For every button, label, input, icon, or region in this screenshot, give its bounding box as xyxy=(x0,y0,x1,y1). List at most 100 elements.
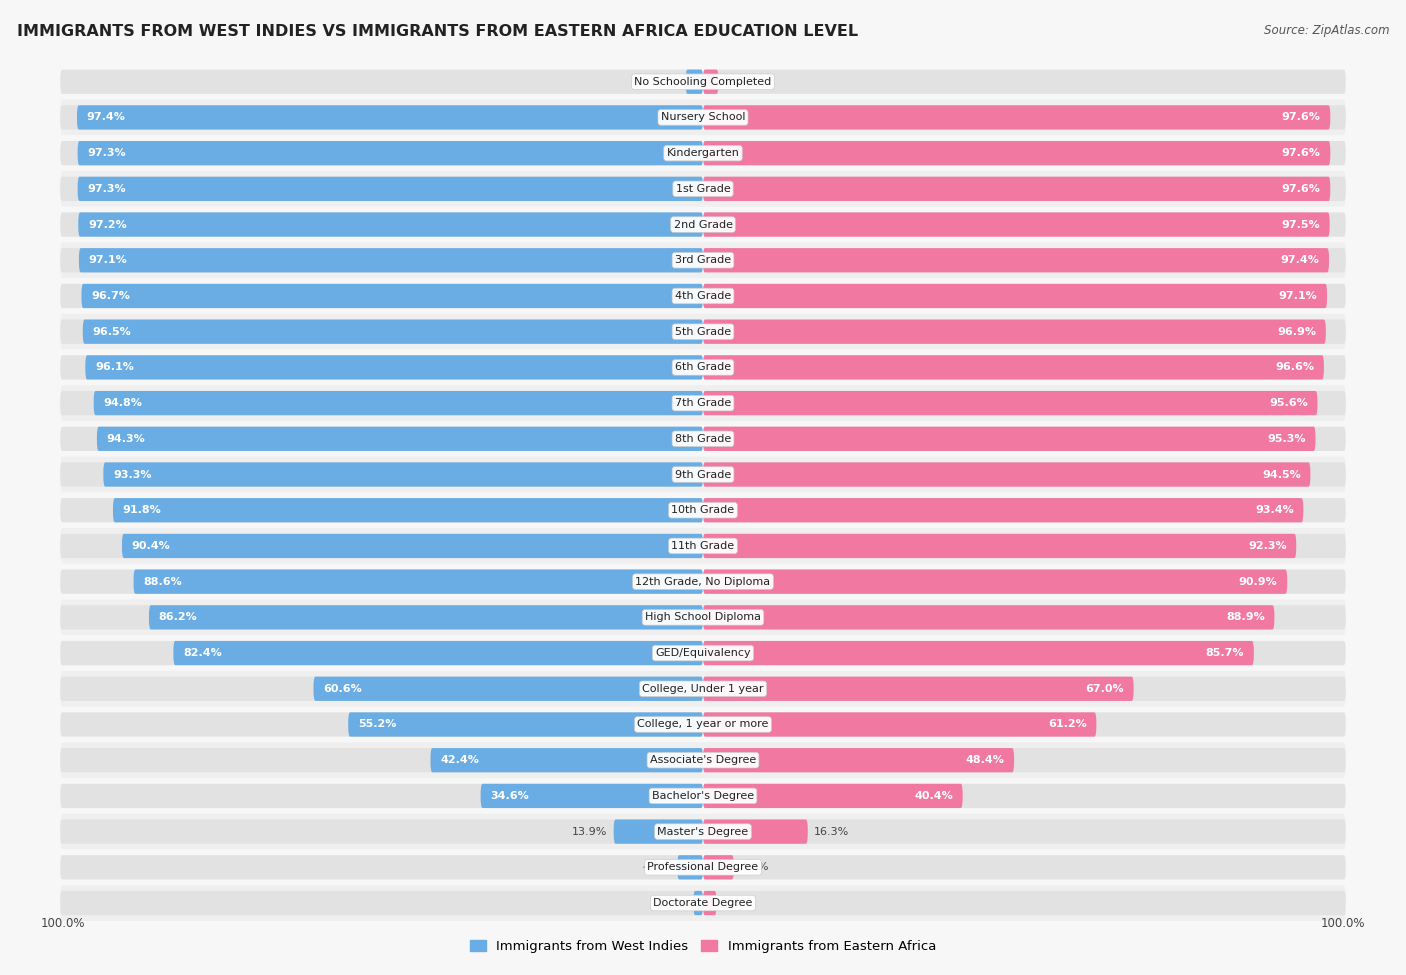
FancyBboxPatch shape xyxy=(60,314,1346,349)
Text: 86.2%: 86.2% xyxy=(159,612,197,622)
Text: Doctorate Degree: Doctorate Degree xyxy=(654,898,752,908)
FancyBboxPatch shape xyxy=(79,248,703,272)
FancyBboxPatch shape xyxy=(703,320,1346,344)
FancyBboxPatch shape xyxy=(703,713,1346,737)
Text: 100.0%: 100.0% xyxy=(1320,917,1365,930)
FancyBboxPatch shape xyxy=(103,462,703,487)
FancyBboxPatch shape xyxy=(60,885,1346,921)
FancyBboxPatch shape xyxy=(693,891,703,916)
FancyBboxPatch shape xyxy=(703,641,1346,665)
FancyBboxPatch shape xyxy=(703,891,717,916)
FancyBboxPatch shape xyxy=(703,462,1310,487)
Text: 100.0%: 100.0% xyxy=(41,917,86,930)
Text: 96.1%: 96.1% xyxy=(96,363,134,372)
FancyBboxPatch shape xyxy=(703,391,1346,415)
Text: Bachelor's Degree: Bachelor's Degree xyxy=(652,791,754,800)
FancyBboxPatch shape xyxy=(703,320,1326,344)
Text: 90.4%: 90.4% xyxy=(132,541,170,551)
Text: 97.6%: 97.6% xyxy=(1282,184,1320,194)
Text: Nursery School: Nursery School xyxy=(661,112,745,123)
FancyBboxPatch shape xyxy=(703,677,1133,701)
FancyBboxPatch shape xyxy=(60,385,1346,421)
FancyBboxPatch shape xyxy=(703,855,734,879)
Text: 93.4%: 93.4% xyxy=(1256,505,1294,515)
Text: 4.0%: 4.0% xyxy=(643,862,671,873)
Text: 55.2%: 55.2% xyxy=(359,720,396,729)
FancyBboxPatch shape xyxy=(60,421,1346,456)
FancyBboxPatch shape xyxy=(77,141,703,166)
FancyBboxPatch shape xyxy=(60,141,703,166)
FancyBboxPatch shape xyxy=(60,136,1346,171)
FancyBboxPatch shape xyxy=(430,748,703,772)
FancyBboxPatch shape xyxy=(60,891,703,916)
FancyBboxPatch shape xyxy=(703,855,1346,879)
Text: 4.8%: 4.8% xyxy=(741,862,769,873)
FancyBboxPatch shape xyxy=(703,105,1346,130)
Text: College, 1 year or more: College, 1 year or more xyxy=(637,720,769,729)
FancyBboxPatch shape xyxy=(613,819,703,843)
Text: 93.3%: 93.3% xyxy=(112,470,152,480)
FancyBboxPatch shape xyxy=(60,99,1346,136)
Text: 97.5%: 97.5% xyxy=(1281,219,1320,229)
Text: 2.1%: 2.1% xyxy=(723,898,751,908)
Text: 95.6%: 95.6% xyxy=(1270,398,1308,409)
Text: 16.3%: 16.3% xyxy=(814,827,849,837)
FancyBboxPatch shape xyxy=(60,320,703,344)
FancyBboxPatch shape xyxy=(703,819,1346,843)
FancyBboxPatch shape xyxy=(703,677,1346,701)
FancyBboxPatch shape xyxy=(60,171,1346,207)
FancyBboxPatch shape xyxy=(149,605,703,630)
FancyBboxPatch shape xyxy=(60,278,1346,314)
Text: Master's Degree: Master's Degree xyxy=(658,827,748,837)
Text: 60.6%: 60.6% xyxy=(323,683,361,694)
FancyBboxPatch shape xyxy=(60,391,703,415)
FancyBboxPatch shape xyxy=(678,855,703,879)
Text: 3rd Grade: 3rd Grade xyxy=(675,255,731,265)
FancyBboxPatch shape xyxy=(703,141,1330,166)
Text: Associate's Degree: Associate's Degree xyxy=(650,756,756,765)
Text: 40.4%: 40.4% xyxy=(914,791,953,800)
FancyBboxPatch shape xyxy=(703,355,1346,379)
FancyBboxPatch shape xyxy=(83,320,703,344)
Text: 97.1%: 97.1% xyxy=(1278,291,1317,301)
Text: 96.6%: 96.6% xyxy=(1275,363,1315,372)
FancyBboxPatch shape xyxy=(686,69,703,94)
FancyBboxPatch shape xyxy=(60,814,1346,849)
Text: 82.4%: 82.4% xyxy=(183,648,222,658)
Text: 97.3%: 97.3% xyxy=(87,184,127,194)
FancyBboxPatch shape xyxy=(703,213,1346,237)
Text: 67.0%: 67.0% xyxy=(1085,683,1123,694)
Text: 94.8%: 94.8% xyxy=(103,398,142,409)
FancyBboxPatch shape xyxy=(60,284,703,308)
Text: 96.5%: 96.5% xyxy=(93,327,131,336)
FancyBboxPatch shape xyxy=(703,498,1303,523)
FancyBboxPatch shape xyxy=(60,569,703,594)
FancyBboxPatch shape xyxy=(703,141,1346,166)
Text: 90.9%: 90.9% xyxy=(1239,576,1278,587)
Text: 85.7%: 85.7% xyxy=(1206,648,1244,658)
FancyBboxPatch shape xyxy=(703,784,963,808)
FancyBboxPatch shape xyxy=(60,456,1346,492)
FancyBboxPatch shape xyxy=(703,533,1296,558)
Text: 97.4%: 97.4% xyxy=(1281,255,1319,265)
Text: 92.3%: 92.3% xyxy=(1249,541,1286,551)
FancyBboxPatch shape xyxy=(60,176,703,201)
FancyBboxPatch shape xyxy=(314,677,703,701)
FancyBboxPatch shape xyxy=(60,349,1346,385)
FancyBboxPatch shape xyxy=(703,355,1324,379)
FancyBboxPatch shape xyxy=(703,641,1254,665)
Text: 97.4%: 97.4% xyxy=(87,112,125,123)
Text: 48.4%: 48.4% xyxy=(966,756,1004,765)
Text: College, Under 1 year: College, Under 1 year xyxy=(643,683,763,694)
FancyBboxPatch shape xyxy=(703,69,1346,94)
FancyBboxPatch shape xyxy=(703,533,1346,558)
FancyBboxPatch shape xyxy=(60,641,703,665)
FancyBboxPatch shape xyxy=(60,713,703,737)
FancyBboxPatch shape xyxy=(60,207,1346,243)
Text: 6th Grade: 6th Grade xyxy=(675,363,731,372)
Text: 10th Grade: 10th Grade xyxy=(672,505,734,515)
FancyBboxPatch shape xyxy=(703,176,1330,201)
FancyBboxPatch shape xyxy=(703,427,1316,451)
FancyBboxPatch shape xyxy=(79,213,703,237)
FancyBboxPatch shape xyxy=(703,248,1346,272)
